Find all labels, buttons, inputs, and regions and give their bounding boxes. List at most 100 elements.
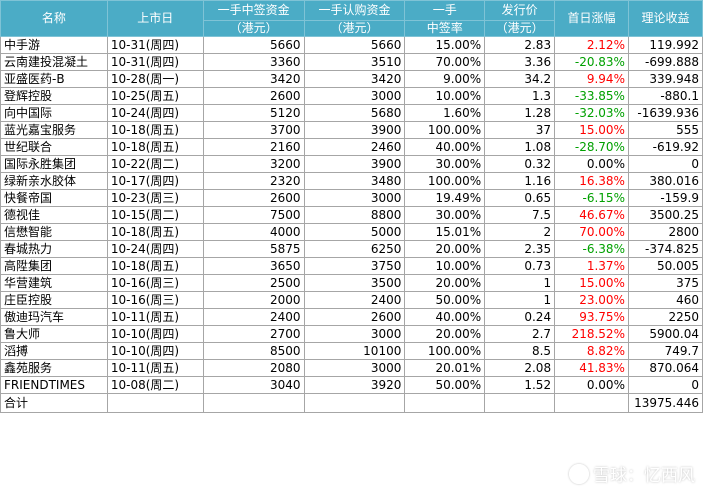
cell-first-day-gain: 16.38% <box>554 172 629 190</box>
cell-issue-price: 1.28 <box>484 104 556 122</box>
cell-issue-price: 2.83 <box>484 36 556 54</box>
cell-lot-sub-capital: 5680 <box>303 104 406 122</box>
cell-name: 滔搏 <box>0 342 108 360</box>
cell-lot-rate: 30.00% <box>404 155 486 173</box>
cell-issue-price: 8.5 <box>484 342 556 360</box>
cell-first-day-gain: 1.37% <box>554 257 629 275</box>
cell-issue-price: 2.7 <box>484 325 556 343</box>
cell-name: 向中国际 <box>0 104 108 122</box>
table-row: 国际永胜集团 10-22(周二) 3200 3900 30.00% 0.32 0.00% 0 <box>0 155 703 173</box>
cell-lot-rate: 100.00% <box>404 121 486 139</box>
cell-theory-profit: 749.7 <box>627 342 703 360</box>
cell-issue-price: 37 <box>484 121 556 139</box>
cell-theory-profit: -699.888 <box>627 53 703 71</box>
cell-lot-sub-capital: 3750 <box>303 257 406 275</box>
cell-lot-rate: 19.49% <box>404 189 486 207</box>
col-header-lot-sub-capital-unit: （港元） <box>303 20 406 37</box>
table-row: 信懋智能 10-18(周五) 4000 5000 15.01% 2 70.00% 2800 <box>0 223 703 241</box>
cell-lot-sub-capital: 2600 <box>303 308 406 326</box>
cell-lot-win-capital: 2600 <box>202 189 305 207</box>
cell-first-day-gain: 15.00% <box>554 121 629 139</box>
cell-theory-profit: 50.005 <box>627 257 703 275</box>
cell-list-date: 10-22(周二) <box>106 155 204 173</box>
cell-theory-profit: -374.825 <box>627 240 703 258</box>
cell-list-date: 10-18(周五) <box>106 138 204 156</box>
cell-first-day-gain: 2.12% <box>554 36 629 54</box>
total-profit: 13975.446 <box>627 393 703 413</box>
cell-theory-profit: 375 <box>627 274 703 292</box>
cell-name: 快餐帝国 <box>0 189 108 207</box>
cell-first-day-gain: 15.00% <box>554 274 629 292</box>
cell-name: 信懋智能 <box>0 223 108 241</box>
table-row: 登辉控股 10-25(周五) 2600 3000 10.00% 1.3 -33.85% -88… <box>0 87 703 105</box>
table-row: 高陞集团 10-18(周五) 3650 3750 10.00% 0.73 1.37% 50.0… <box>0 257 703 275</box>
cell-list-date: 10-17(周四) <box>106 172 204 190</box>
cell-name: 高陞集团 <box>0 257 108 275</box>
total-empty-cell <box>106 393 204 413</box>
cell-theory-profit: -1639.936 <box>627 104 703 122</box>
cell-name: 绿新亲水胶体 <box>0 172 108 190</box>
cell-lot-sub-capital: 5000 <box>303 223 406 241</box>
cell-list-date: 10-18(周五) <box>106 223 204 241</box>
col-header-name: 名称 <box>0 0 108 37</box>
cell-theory-profit: 119.992 <box>627 36 703 54</box>
cell-issue-price: 0.65 <box>484 189 556 207</box>
col-header-lot-win-capital: 一手中签资金 <box>202 0 305 21</box>
table-row: 庄臣控股 10-16(周三) 2000 2400 50.00% 1 23.00% 460 <box>0 291 703 309</box>
table-row: FRIENDTIMES 10-08(周二) 3040 3920 50.00% 1.52 0.… <box>0 376 703 394</box>
cell-lot-rate: 40.00% <box>404 308 486 326</box>
cell-lot-rate: 10.00% <box>404 87 486 105</box>
cell-lot-sub-capital: 3000 <box>303 189 406 207</box>
col-header-issue-price-unit: （港元） <box>484 20 556 37</box>
cell-lot-sub-capital: 6250 <box>303 240 406 258</box>
cell-lot-sub-capital: 5660 <box>303 36 406 54</box>
cell-issue-price: 7.5 <box>484 206 556 224</box>
cell-lot-rate: 70.00% <box>404 53 486 71</box>
cell-issue-price: 2 <box>484 223 556 241</box>
cell-issue-price: 0.32 <box>484 155 556 173</box>
cell-lot-rate: 20.00% <box>404 325 486 343</box>
table-row: 亚盛医药-B 10-28(周一) 3420 3420 9.00% 34.2 9.94% 339… <box>0 70 703 88</box>
cell-first-day-gain: 41.83% <box>554 359 629 377</box>
table-row: 绿新亲水胶体 10-17(周四) 2320 3480 100.00% 1.16 16.38%… <box>0 172 703 190</box>
col-header-lot-sub-capital: 一手认购资金 <box>303 0 406 21</box>
table-row: 鲁大师 10-10(周四) 2700 3000 20.00% 2.7 218.52% 5900… <box>0 325 703 343</box>
cell-lot-rate: 30.00% <box>404 206 486 224</box>
cell-lot-win-capital: 2500 <box>202 274 305 292</box>
cell-lot-win-capital: 2160 <box>202 138 305 156</box>
cell-list-date: 10-10(周四) <box>106 342 204 360</box>
cell-lot-sub-capital: 3500 <box>303 274 406 292</box>
cell-lot-rate: 9.00% <box>404 70 486 88</box>
cell-issue-price: 3.36 <box>484 53 556 71</box>
table-row: 快餐帝国 10-23(周三) 2600 3000 19.49% 0.65 -6.15% -15… <box>0 189 703 207</box>
cell-lot-win-capital: 2000 <box>202 291 305 309</box>
table-body: 中手游 10-31(周四) 5660 5660 15.00% 2.83 2.12% 119.9… <box>0 36 703 394</box>
table-row: 蓝光嘉宝服务 10-18(周五) 3700 3900 100.00% 37 15.00% 55… <box>0 121 703 139</box>
cell-lot-sub-capital: 3920 <box>303 376 406 394</box>
cell-theory-profit: 0 <box>627 155 703 173</box>
header-row-2: （港元） （港元） 中签率 （港元） <box>1 20 703 37</box>
cell-lot-win-capital: 5120 <box>202 104 305 122</box>
cell-lot-rate: 20.00% <box>404 240 486 258</box>
cell-lot-win-capital: 7500 <box>202 206 305 224</box>
cell-lot-sub-capital: 2460 <box>303 138 406 156</box>
total-empty-cell <box>404 393 486 413</box>
cell-list-date: 10-10(周四) <box>106 325 204 343</box>
cell-name: 国际永胜集团 <box>0 155 108 173</box>
cell-first-day-gain: 8.82% <box>554 342 629 360</box>
col-header-lot-rate-sub: 中签率 <box>404 20 486 37</box>
cell-lot-win-capital: 4000 <box>202 223 305 241</box>
cell-list-date: 10-31(周四) <box>106 36 204 54</box>
cell-name: 春城热力 <box>0 240 108 258</box>
cell-lot-rate: 100.00% <box>404 342 486 360</box>
header-row-1: 名称 上市日 一手中签资金 一手认购资金 一手 发行价 首日涨幅 理论收益 <box>0 0 703 37</box>
cell-lot-rate: 20.01% <box>404 359 486 377</box>
cell-list-date: 10-15(周二) <box>106 206 204 224</box>
cell-theory-profit: 339.948 <box>627 70 703 88</box>
table-row: 世纪联合 10-18(周五) 2160 2460 40.00% 1.08 -28.70% -6… <box>0 138 703 156</box>
cell-name: 华营建筑 <box>0 274 108 292</box>
cell-issue-price: 2.08 <box>484 359 556 377</box>
cell-name: 登辉控股 <box>0 87 108 105</box>
table-row: 云南建投混凝土 10-31(周四) 3360 3510 70.00% 3.36 -20.83… <box>0 53 703 71</box>
cell-list-date: 10-23(周三) <box>106 189 204 207</box>
